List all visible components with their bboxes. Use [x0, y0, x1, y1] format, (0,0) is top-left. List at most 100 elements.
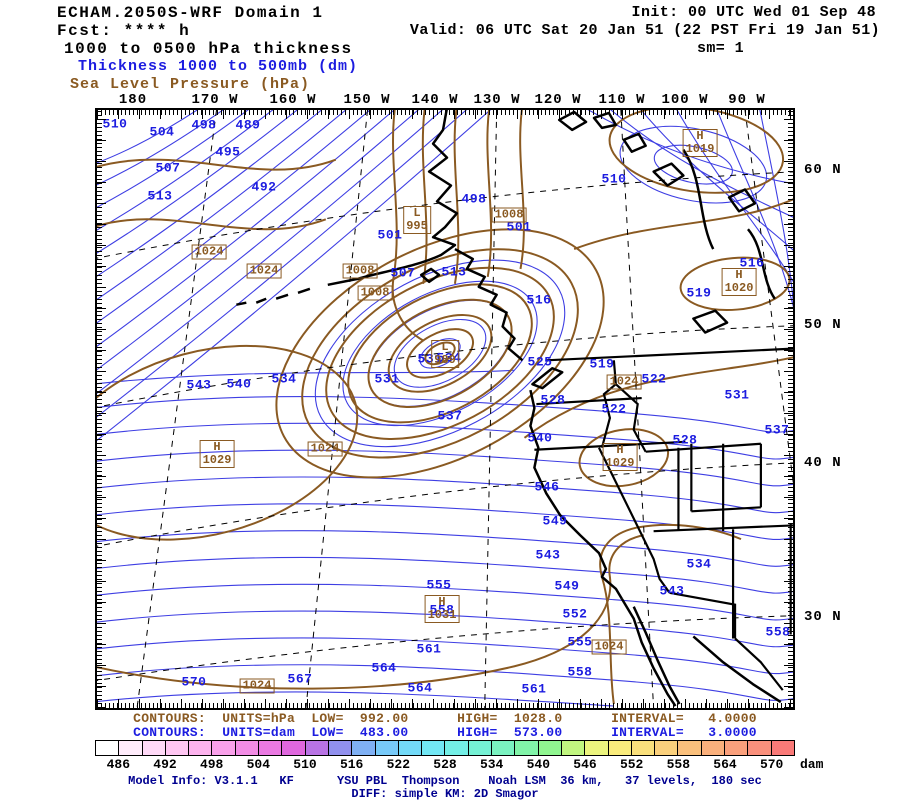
thickness-contour-label: 525 [527, 354, 553, 370]
init-time-line: Init: 00 UTC Wed 01 Sep 48 [631, 4, 876, 21]
thickness-contour-label: 531 [417, 351, 443, 367]
thickness-contour-label: 549 [554, 578, 580, 594]
colorbar-cell [165, 741, 190, 755]
colorbar-ticks: 486 492 498 504 510 516 522 528 534 540 546 552 558 5… [95, 757, 795, 772]
colorbar-tick-label: 540 [526, 757, 551, 772]
thickness-contour-label: 507 [155, 160, 181, 176]
colorbar-cell [608, 741, 632, 755]
colorbar-tick-label: 510 [293, 757, 317, 772]
forecast-hour-line: Fcst: **** h [57, 22, 191, 40]
colorbar-cell [119, 741, 143, 755]
colorbar-cell [538, 741, 562, 755]
colorbar-cell [259, 741, 283, 755]
thickness-contour-label: 564 [371, 660, 397, 676]
colorbar-cell [422, 741, 446, 755]
thickness-contour-label: 531 [724, 387, 750, 403]
map-label-layer: 510 504 498 489 495 507 513 492 501 507 513 498 501 5… [97, 110, 793, 708]
thickness-contour-label: 549 [542, 513, 568, 529]
pressure-contour-label: 1024 [246, 263, 282, 279]
pressure-contour-label: 1008 [491, 207, 527, 223]
model-title: ECHAM.2050S-WRF Domain 1 [57, 4, 324, 22]
colorbar-cell [655, 741, 679, 755]
pressure-contour-label: 1008 [342, 263, 378, 279]
thickness-contour-label: 507 [390, 265, 416, 281]
lon-axis: 180 170 W 160 W 150 W 140 W 130 W 120 W 110 W 10… [0, 92, 900, 108]
lat-axis: 60 N 50 N 40 N 30 N [804, 0, 864, 800]
valid-time-line: Valid: 06 UTC Sat 20 Jan 51 (22 PST Fri … [409, 22, 880, 39]
pressure-contour-label: 1024 [591, 639, 627, 655]
thickness-contour-label: 510 [601, 171, 627, 187]
lon-axis-label: 110 W [598, 92, 646, 108]
colorbar-tick-label: 534 [479, 757, 504, 772]
colorbar-tick-label: 570 [759, 757, 784, 772]
lon-axis-label: 170 W [191, 92, 239, 108]
thickness-contour-label: 567 [287, 671, 313, 687]
thickness-contour-label: 504 [149, 124, 175, 140]
colorbar-cell [375, 741, 399, 755]
thickness-contour-label: 537 [437, 408, 463, 424]
thickness-contour-label: 495 [215, 144, 241, 160]
lat-axis-label: 50 N [804, 317, 842, 333]
colorbar-cell [515, 741, 539, 755]
thickness-contour-label: 528 [540, 392, 566, 408]
thickness-contour-label: 534 [686, 556, 712, 572]
thickness-contour-label: 558 [567, 664, 593, 680]
thickness-contour-label: 510 [102, 116, 128, 132]
pressure-contour-label: H 1029 [199, 440, 235, 468]
colorbar-tick-label: 504 [246, 757, 271, 772]
lat-axis-label: 60 N [804, 162, 842, 178]
thickness-contour-label: 558 [765, 624, 791, 640]
colorbar-cell [282, 741, 306, 755]
coastline-paths [236, 110, 782, 707]
pressure-contour-label: 1024 [239, 678, 275, 694]
colorbar-cell [468, 741, 493, 755]
colorbar-cell [678, 741, 702, 755]
colorbar-unit-label: dam [800, 757, 824, 772]
colorbar-cell [492, 741, 516, 755]
contour-legend-dam: CONTOURS: UNITS=dam LOW= 483.00 HIGH= 57… [133, 725, 757, 740]
thickness-contour-label: 498 [191, 117, 217, 133]
colorbar-tick-label: 546 [573, 757, 597, 772]
thickness-contour-label: 561 [416, 641, 442, 657]
colorbar-cell [142, 741, 166, 755]
map-ticks-top-long [97, 110, 793, 119]
colorbar-tick-label: 498 [199, 757, 224, 772]
pressure-contour-label: 1024 [191, 244, 227, 260]
thickness-contour-label: 489 [235, 117, 261, 133]
thickness-contour-label: 522 [641, 371, 667, 387]
thickness-contour-label: 564 [407, 680, 433, 696]
lat-axis-label: 30 N [804, 609, 842, 625]
thickness-contour-label: 555 [567, 634, 593, 650]
map-panel: 510 504 498 489 495 507 513 492 501 507 513 498 501 5… [95, 108, 795, 710]
colorbar-tick-label: 528 [433, 757, 457, 772]
thickness-contour-label: 540 [527, 430, 553, 446]
thickness-contour-label: 492 [251, 179, 277, 195]
thickness-contour-label: 543 [535, 547, 561, 563]
lon-axis-label: 160 W [269, 92, 317, 108]
map-ticks-bottom-long [97, 699, 793, 708]
thickness-contour-label: 513 [441, 264, 467, 280]
pressure-contour-label: 1008 [357, 285, 393, 301]
colorbar-cell [701, 741, 726, 755]
thickness-contour-label: 516 [739, 255, 765, 271]
colorbar-cell [189, 741, 213, 755]
pressure-contour-label: L 989 [431, 340, 459, 368]
colorbar-tick-label: 522 [386, 757, 411, 772]
thickness-contour-label: 519 [686, 285, 712, 301]
thickness-contour-label: 540 [226, 376, 252, 392]
colorbar-tick-label: 492 [153, 757, 177, 772]
thickness-contour-label: 543 [659, 583, 685, 599]
thickness-contour-label: 501 [506, 219, 532, 235]
colorbar-tick-label: 564 [713, 757, 737, 772]
thickness-contours [97, 110, 793, 707]
colorbar-cell [212, 741, 236, 755]
colorbar-cell [235, 741, 260, 755]
colorbar-tick-label: 552 [619, 757, 644, 772]
colorbar-tick-label: 516 [339, 757, 364, 772]
pressure-contour-label: H 1031 [424, 595, 460, 623]
thickness-contour-label: 498 [461, 191, 487, 207]
thickness-contour-label: 519 [589, 356, 615, 372]
thickness-contour-label: 543 [186, 377, 212, 393]
contour-legend-hpa: CONTOURS: UNITS=hPa LOW= 992.00 HIGH= 10… [133, 711, 757, 726]
colorbar-cell [305, 741, 329, 755]
